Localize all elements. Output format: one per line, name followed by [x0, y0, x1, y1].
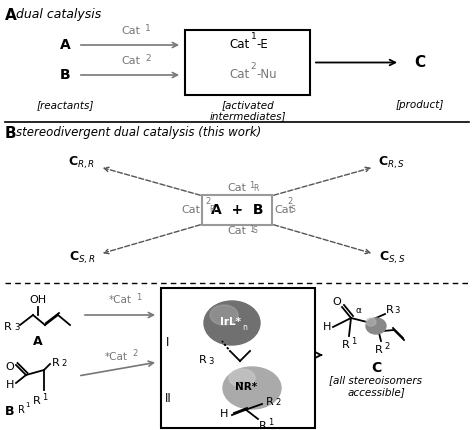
Text: *Cat: *Cat	[104, 352, 128, 362]
Text: *Cat: *Cat	[109, 295, 131, 305]
Text: $\mathbf{C}_{S,R}$: $\mathbf{C}_{S,R}$	[69, 250, 95, 266]
Text: R: R	[375, 345, 383, 355]
Text: A  +  B: A + B	[211, 203, 263, 217]
Text: Cat: Cat	[121, 56, 140, 66]
Text: 2: 2	[145, 54, 151, 63]
Ellipse shape	[366, 318, 376, 326]
Text: N̈R*: N̈R*	[235, 382, 257, 392]
Text: [product]: [product]	[396, 100, 444, 110]
Text: [reactants]: [reactants]	[36, 100, 94, 110]
Text: α: α	[356, 306, 362, 315]
Text: R: R	[4, 322, 12, 332]
Text: $\mathbf{C}_{R,S}$: $\mathbf{C}_{R,S}$	[378, 155, 406, 171]
Text: 3: 3	[208, 357, 213, 366]
Text: B: B	[60, 68, 70, 82]
Text: II: II	[164, 391, 172, 405]
Ellipse shape	[366, 318, 386, 334]
Text: intermediates]: intermediates]	[209, 111, 286, 121]
FancyBboxPatch shape	[185, 30, 310, 95]
Text: 2: 2	[275, 398, 280, 407]
Text: 1: 1	[25, 402, 29, 408]
Text: -Nu: -Nu	[256, 68, 277, 82]
Text: [activated: [activated	[221, 100, 274, 110]
Text: -E: -E	[256, 39, 268, 52]
Ellipse shape	[210, 305, 238, 325]
Text: B: B	[5, 405, 15, 418]
Text: 1: 1	[268, 418, 273, 427]
Text: O: O	[333, 297, 341, 307]
Text: R: R	[259, 421, 267, 430]
Text: 1: 1	[351, 337, 356, 346]
Text: $\mathbf{C}_{R,R}$: $\mathbf{C}_{R,R}$	[68, 155, 96, 171]
Text: R: R	[266, 397, 274, 407]
Text: OH: OH	[29, 295, 46, 305]
Text: S: S	[253, 226, 258, 235]
Text: 3: 3	[14, 323, 19, 332]
Ellipse shape	[229, 369, 255, 387]
Text: B: B	[5, 126, 17, 141]
Text: Cat: Cat	[228, 226, 246, 236]
Text: R: R	[199, 355, 207, 365]
Text: H: H	[6, 380, 14, 390]
Ellipse shape	[204, 301, 260, 345]
Text: Cat: Cat	[121, 26, 140, 36]
Text: 1: 1	[42, 393, 47, 402]
Text: 1: 1	[250, 32, 256, 41]
FancyBboxPatch shape	[202, 195, 272, 225]
Text: C: C	[414, 55, 426, 70]
Text: Cat: Cat	[228, 183, 246, 193]
Text: IrL*: IrL*	[220, 317, 241, 327]
Text: R: R	[253, 184, 258, 193]
Text: Cat: Cat	[229, 39, 250, 52]
Text: I: I	[166, 335, 170, 348]
Text: accessible]: accessible]	[347, 387, 405, 397]
Text: 2: 2	[250, 62, 256, 71]
Text: A: A	[33, 335, 43, 348]
Text: A: A	[60, 38, 70, 52]
Text: 3: 3	[394, 306, 400, 315]
Text: H: H	[220, 409, 228, 419]
Text: R: R	[33, 396, 41, 406]
Text: 2: 2	[61, 359, 66, 368]
Text: $\mathbf{C}_{S,S}$: $\mathbf{C}_{S,S}$	[379, 250, 405, 266]
Text: O: O	[6, 362, 14, 372]
Text: 2: 2	[206, 197, 211, 206]
Text: 1: 1	[145, 24, 151, 33]
FancyBboxPatch shape	[161, 288, 315, 428]
Text: A: A	[5, 8, 17, 23]
Text: 2: 2	[287, 197, 292, 206]
Text: 1: 1	[249, 225, 254, 234]
Text: S: S	[291, 205, 296, 214]
Text: dual catalysis: dual catalysis	[16, 8, 101, 21]
Text: R: R	[18, 405, 25, 415]
Text: Cat: Cat	[229, 68, 250, 82]
Text: 2: 2	[132, 349, 137, 358]
Text: R: R	[342, 340, 350, 350]
Text: C: C	[371, 361, 381, 375]
Text: R: R	[52, 358, 60, 368]
Text: R: R	[386, 305, 394, 315]
Text: [all stereoisomers: [all stereoisomers	[329, 375, 422, 385]
Text: 1: 1	[249, 181, 254, 190]
Text: stereodivergent dual catalysis (this work): stereodivergent dual catalysis (this wor…	[16, 126, 261, 139]
Text: H: H	[323, 322, 331, 332]
Text: n: n	[243, 322, 247, 332]
Text: 1: 1	[136, 293, 141, 302]
Text: Cat: Cat	[181, 205, 200, 215]
Text: 2: 2	[384, 342, 390, 351]
Text: R: R	[210, 205, 215, 214]
Text: β: β	[375, 323, 381, 332]
Ellipse shape	[223, 367, 281, 409]
Text: Cat: Cat	[274, 205, 293, 215]
